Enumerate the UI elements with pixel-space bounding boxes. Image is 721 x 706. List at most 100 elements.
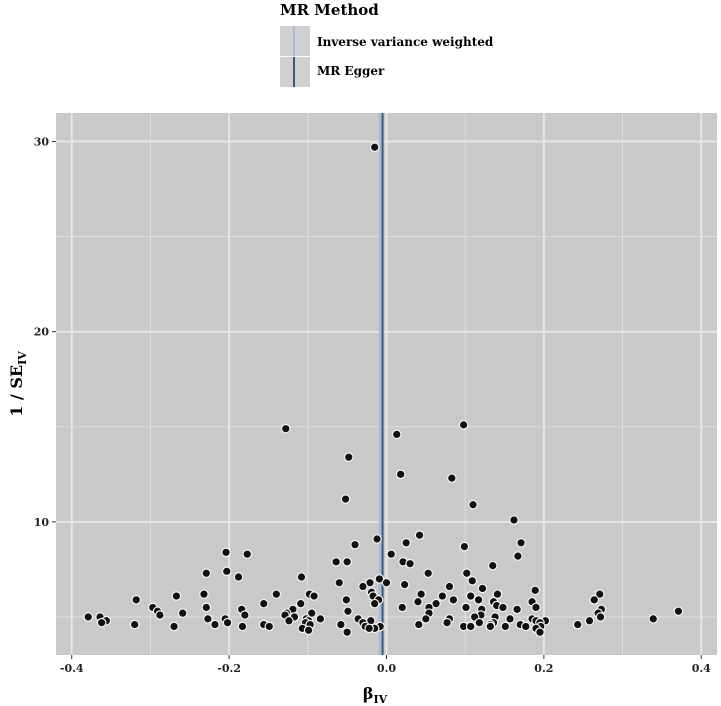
data-point [444, 581, 455, 592]
legend-key-ivw [280, 26, 310, 56]
data-point [516, 537, 526, 548]
data-point [595, 612, 606, 622]
data-point [437, 591, 448, 601]
data-point [264, 621, 275, 632]
data-point [474, 617, 485, 628]
data-point [397, 602, 408, 613]
data-point [386, 549, 397, 560]
data-point [673, 606, 684, 617]
data-point [584, 615, 595, 626]
data-point [485, 621, 496, 632]
x-tick-label: 0.2 [534, 662, 553, 675]
data-point [423, 568, 434, 579]
data-point [284, 615, 294, 626]
data-point [512, 604, 522, 615]
data-point [129, 619, 140, 630]
data-point [513, 551, 523, 561]
data-point [171, 591, 182, 601]
data-point [155, 610, 165, 620]
data-point [465, 621, 476, 632]
data-point [315, 614, 326, 624]
data-point [334, 577, 345, 588]
data-point [594, 589, 605, 599]
data-point [468, 499, 478, 510]
data-point [280, 423, 291, 434]
data-point [222, 617, 233, 628]
data-point [520, 621, 531, 632]
data-point [413, 619, 424, 630]
data-point [309, 591, 319, 601]
y-tick-label: 20 [34, 326, 50, 339]
data-point [364, 623, 374, 634]
data-point [295, 598, 306, 609]
data-point [296, 572, 307, 582]
data-point [589, 595, 600, 605]
data-point [648, 614, 659, 624]
legend-label-ivw: Inverse variance weighted [317, 35, 494, 49]
data-point [201, 568, 212, 579]
data-point [350, 539, 360, 550]
legend-label-mr-egger: MR Egger [317, 64, 385, 78]
legend-key-mr-egger [280, 57, 310, 87]
data-point [505, 614, 515, 624]
data-point [203, 614, 213, 624]
x-tick-label: 0.0 [377, 662, 396, 675]
data-point [177, 608, 188, 618]
data-point [242, 549, 253, 560]
data-point [459, 541, 470, 552]
data-point [465, 591, 476, 601]
data-point [473, 595, 484, 605]
y-axis-title: 1 / SEIV [7, 351, 29, 417]
data-point [395, 469, 406, 480]
data-point [461, 568, 472, 579]
data-point [303, 625, 314, 636]
x-axis-title: βIV [363, 684, 388, 706]
y-tick-label: 10 [34, 516, 50, 529]
data-point [448, 595, 459, 605]
data-point [343, 452, 354, 463]
data-point [341, 595, 352, 605]
data-point [83, 612, 94, 622]
grid-lines [56, 113, 717, 655]
data-point [369, 598, 380, 609]
x-axis: -0.4 -0.2 0.0 0.2 0.4 [60, 655, 711, 675]
data-point [467, 576, 478, 586]
data-point [413, 596, 423, 607]
data-point [492, 589, 503, 599]
data-point [391, 429, 402, 440]
data-point [414, 530, 425, 540]
data-point [336, 619, 346, 630]
data-point [221, 566, 232, 577]
data-point [372, 534, 382, 544]
data-point [169, 621, 179, 632]
data-point [401, 537, 411, 548]
data-point [500, 621, 511, 632]
data-point [221, 547, 231, 558]
legend-title: MR Method [280, 1, 379, 19]
method-lines [378, 113, 384, 655]
data-point [240, 610, 250, 620]
data-point [343, 606, 353, 617]
data-point [358, 581, 368, 592]
data-point [233, 572, 244, 582]
data-point [447, 473, 457, 483]
data-point [340, 494, 351, 504]
data-point [572, 619, 583, 630]
data-point [477, 583, 488, 594]
data-point [210, 619, 220, 630]
data-point [369, 142, 380, 153]
data-point [331, 557, 341, 567]
legend: MR Method Inverse variance weighted MR E… [280, 1, 494, 87]
data-point [237, 621, 248, 632]
data-point [342, 627, 352, 637]
data-point [342, 557, 352, 567]
data-point [381, 577, 392, 588]
data-point [399, 579, 410, 590]
x-tick-label: 0.4 [692, 662, 711, 675]
data-point [201, 602, 212, 613]
y-axis: 10 20 30 [34, 136, 56, 529]
data-point [509, 515, 519, 525]
data-point [421, 614, 431, 624]
data-point [199, 589, 209, 599]
